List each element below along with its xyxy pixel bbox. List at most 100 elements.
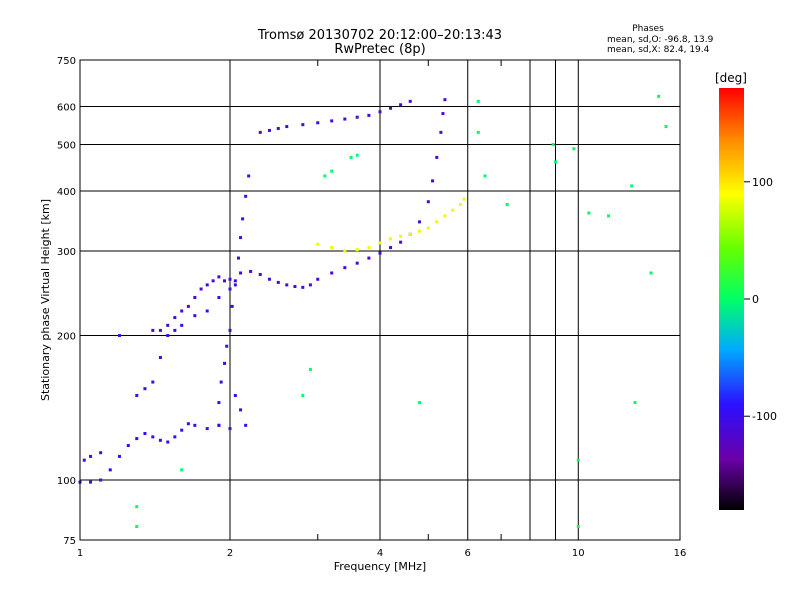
data-point [228, 277, 232, 281]
data-point [399, 234, 403, 238]
data-point [158, 355, 162, 359]
data-point [117, 454, 121, 458]
data-point [239, 271, 243, 275]
data-point [247, 174, 251, 178]
data-point [285, 125, 289, 129]
y-tick-label: 200 [57, 332, 76, 343]
data-point [205, 283, 209, 287]
data-point [308, 367, 312, 371]
data-point [89, 480, 93, 484]
data-point [408, 99, 412, 103]
x-tick-label: 16 [674, 548, 687, 559]
data-point [343, 249, 347, 253]
data-point [180, 468, 184, 472]
data-points [78, 94, 668, 529]
data-point [435, 155, 439, 159]
data-point [180, 309, 184, 313]
data-point [211, 279, 215, 283]
data-point [633, 401, 637, 405]
data-point [258, 130, 262, 134]
data-point [476, 130, 480, 134]
data-point [158, 438, 162, 442]
data-point [301, 394, 305, 398]
data-point [151, 380, 155, 384]
data-point [355, 153, 359, 157]
data-point [186, 422, 190, 426]
data-point [553, 160, 557, 164]
data-point [199, 287, 203, 291]
data-point [576, 525, 580, 529]
colorbar-tick-label: -100 [752, 410, 777, 423]
data-point [143, 432, 147, 436]
data-point [173, 316, 177, 320]
data-point [389, 246, 393, 250]
data-point [151, 328, 155, 332]
y-tick-labels: 75 100 200 300 400 500 600 750 [57, 56, 76, 547]
colorbar [719, 88, 744, 510]
y-tick-label: 300 [57, 247, 76, 258]
data-point [355, 248, 359, 252]
x-tick-label: 4 [377, 548, 383, 559]
data-point [244, 194, 248, 198]
data-point [228, 287, 232, 291]
data-point [399, 240, 403, 244]
data-point [173, 435, 177, 439]
data-point [99, 451, 103, 455]
data-point [217, 296, 221, 300]
data-point [443, 214, 447, 218]
data-point [217, 401, 221, 405]
data-point [258, 273, 262, 277]
data-point [330, 169, 334, 173]
data-point [193, 296, 197, 300]
data-point [630, 184, 634, 188]
y-tick-label: 500 [57, 141, 76, 152]
data-point [316, 121, 320, 125]
data-point [316, 277, 320, 281]
data-point [82, 458, 86, 462]
data-point [126, 444, 130, 448]
data-point [135, 525, 139, 529]
data-point [343, 266, 347, 270]
y-axis-label: Stationary phase Virtual Height [km] [39, 199, 52, 401]
colorbar-tick-label: 100 [752, 176, 773, 189]
data-point [158, 328, 162, 332]
stats-heading: Phases [632, 24, 664, 34]
data-point [435, 220, 439, 224]
x-tick-labels: 1 2 4 6 10 16 [77, 548, 687, 559]
data-point [233, 394, 237, 398]
data-point [135, 505, 139, 509]
data-point [166, 334, 170, 338]
data-point [173, 328, 177, 332]
data-point [135, 437, 139, 441]
data-point [219, 380, 223, 384]
data-point [143, 387, 147, 391]
data-point [476, 99, 480, 103]
data-point [367, 246, 371, 250]
chart-subtitle: RwPretec (8p) [334, 42, 425, 57]
colorbar-tick-label: 0 [752, 293, 759, 306]
gridlines [79, 60, 681, 540]
data-point [276, 280, 280, 284]
data-point [166, 323, 170, 327]
data-point [417, 229, 421, 233]
data-point [239, 236, 243, 240]
stats-x-mode: mean, sd,X: 82.4, 19.4 [607, 45, 710, 55]
data-point [180, 428, 184, 432]
data-point [462, 197, 466, 201]
data-point [99, 478, 103, 482]
data-point [399, 103, 403, 107]
data-point [230, 304, 234, 308]
data-point [355, 115, 359, 119]
y-tick-label: 100 [57, 476, 76, 487]
data-point [330, 271, 334, 275]
data-point [355, 261, 359, 265]
data-point [267, 128, 271, 132]
data-point [117, 334, 121, 338]
data-point [217, 275, 221, 279]
data-point [301, 123, 305, 127]
data-point [367, 113, 371, 117]
data-point [431, 179, 435, 183]
data-point [649, 271, 653, 275]
data-point [228, 328, 232, 332]
